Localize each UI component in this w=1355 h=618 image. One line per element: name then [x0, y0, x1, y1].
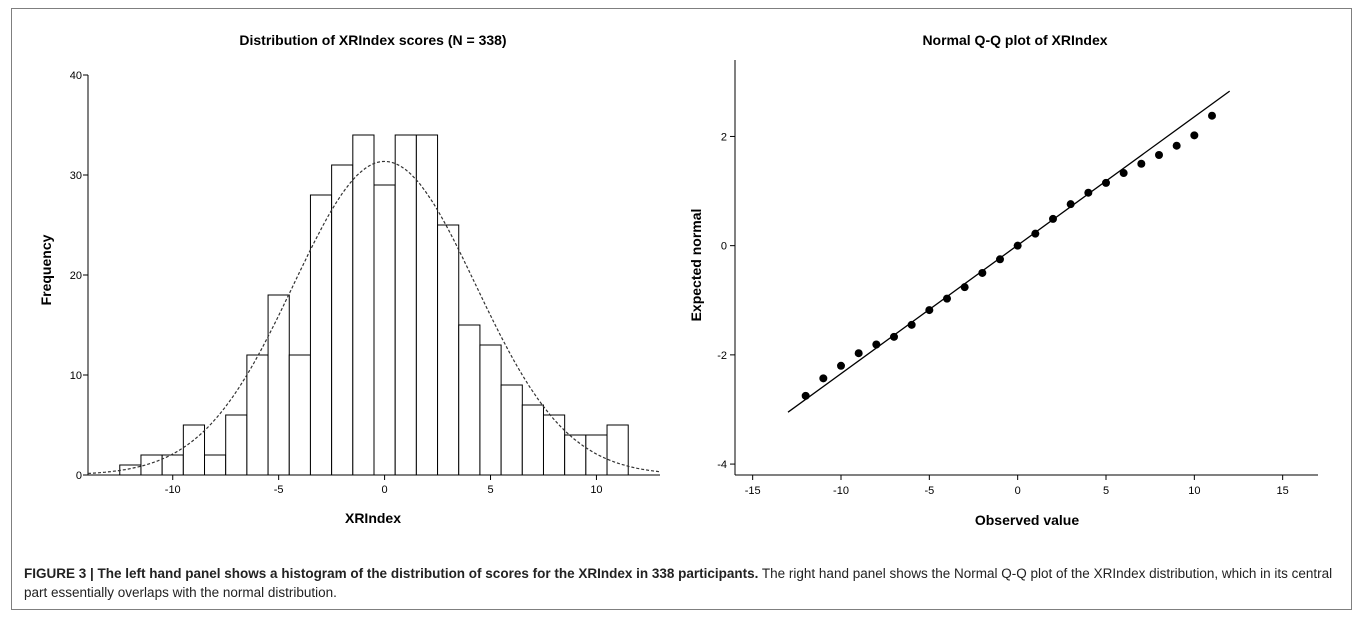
histogram-bar	[225, 414, 248, 476]
histogram-x-tick-label: -10	[165, 484, 181, 496]
histogram-bar	[585, 434, 608, 476]
qq-plot-point	[1137, 159, 1146, 168]
caption-lead: FIGURE 3 | The left hand panel shows a h…	[24, 566, 759, 581]
qq-plot-point	[854, 349, 863, 358]
qq-plot-x-axis-label: Observed value	[975, 512, 1079, 528]
qq-plot-y-tick-label: 2	[721, 131, 727, 143]
qq-plot-x-tick-label: 5	[1103, 485, 1109, 497]
histogram-bar	[542, 414, 566, 476]
histogram-x-tick-label: -5	[274, 484, 284, 496]
histogram-y-tick-label: 30	[70, 170, 82, 182]
figure-caption: FIGURE 3 | The left hand panel shows a h…	[24, 564, 1334, 602]
histogram-bar	[267, 294, 290, 476]
histogram-bar	[204, 454, 227, 476]
qq-plot-point	[1172, 141, 1181, 150]
qq-plot-reference-line	[787, 90, 1231, 413]
histogram-bar	[309, 194, 333, 476]
histogram-bar	[331, 164, 354, 476]
qq-plot-x-tick-label: -15	[745, 485, 761, 497]
qq-plot-y-tick-label: -2	[717, 350, 727, 362]
qq-plot-point	[943, 294, 951, 303]
histogram-y-tick-label: 10	[70, 370, 82, 382]
qq-plot-point	[872, 340, 881, 349]
qq-plot-y-tick-label: -4	[717, 459, 727, 471]
qq-plot-x-tick-label: -5	[924, 485, 934, 497]
caption-body: The right hand panel shows the Normal Q-…	[24, 566, 1333, 600]
histogram-x-axis-label: XRIndex	[345, 510, 401, 526]
histogram-bar	[352, 134, 375, 476]
histogram-bar	[161, 454, 184, 476]
histogram-title: Distribution of XRIndex scores (N = 338)	[239, 32, 506, 48]
qq-plot-marks: -4 -2 0 2 -15 -10 -5 0 5 10 15	[717, 60, 1318, 497]
histogram-bar	[606, 424, 629, 476]
qq-plot-x-tick-label: 15	[1277, 485, 1289, 497]
histogram-bar	[458, 324, 481, 476]
qq-plot-x-tick-label: 10	[1188, 485, 1200, 497]
qq-plot-point	[801, 391, 810, 400]
qq-plot-point	[1190, 131, 1199, 140]
histogram-x-tick-label: 5	[487, 484, 493, 496]
histogram-y-tick-label: 40	[70, 70, 82, 82]
histogram-bar	[373, 184, 396, 476]
qq-plot-point	[996, 255, 1004, 264]
qq-plot-point	[1155, 151, 1163, 160]
histogram-bar	[479, 344, 502, 476]
qq-plot-point	[1031, 229, 1040, 238]
qq-plot-point	[1084, 188, 1093, 197]
qq-plot-y-axis-label: Expected normal	[688, 209, 704, 322]
histogram-bar	[564, 434, 587, 476]
qq-plot-point	[1102, 178, 1110, 187]
qq-plot-point	[1066, 200, 1075, 209]
qq-plot-point	[1208, 111, 1216, 120]
histogram-y-tick-label: 0	[76, 470, 82, 482]
qq-plot-point	[925, 306, 934, 315]
qq-plot-point	[1013, 241, 1022, 250]
qq-plot-x-tick-label: 0	[1015, 485, 1021, 497]
histogram-bar	[521, 404, 544, 476]
qq-plot-point	[837, 361, 845, 370]
histogram-y-axis-label: Frequency	[38, 234, 54, 305]
qq-plot-point	[1119, 169, 1128, 178]
histogram-y-tick-label: 20	[70, 270, 82, 282]
histogram-normal-curve	[87, 160, 661, 474]
histogram-bar	[246, 354, 269, 476]
histogram-bar	[182, 424, 206, 476]
histogram-bar	[288, 354, 311, 476]
histogram-bar	[415, 134, 439, 476]
histogram-x-tick-label: 0	[382, 484, 388, 496]
figure-frame	[11, 8, 1352, 610]
qq-plot-title: Normal Q-Q plot of XRIndex	[922, 32, 1107, 48]
histogram-bar	[500, 384, 523, 476]
histogram-bar	[394, 134, 417, 476]
histogram-panel: Distribution of XRIndex scores (N = 338)…	[38, 32, 661, 526]
qq-plot-point	[1049, 214, 1057, 223]
histogram-bar	[437, 224, 460, 476]
figure-charts: Distribution of XRIndex scores (N = 338)…	[38, 32, 1318, 528]
histogram-x-tick-label: 10	[590, 484, 602, 496]
qq-plot-y-tick-label: 0	[721, 241, 727, 253]
qq-plot-point	[819, 374, 828, 383]
qq-plot-point	[978, 268, 987, 277]
qq-plot-point	[960, 283, 969, 292]
histogram-marks: 0 10 20 30 40 -10 -5 0 5 10	[70, 70, 661, 496]
qq-plot-point	[907, 320, 916, 329]
qq-plot-point	[890, 332, 898, 341]
qq-plot-panel: Normal Q-Q plot of XRIndex -4-202-15 -10-…	[688, 32, 1318, 528]
qq-plot-x-tick-label: -10	[833, 485, 849, 497]
